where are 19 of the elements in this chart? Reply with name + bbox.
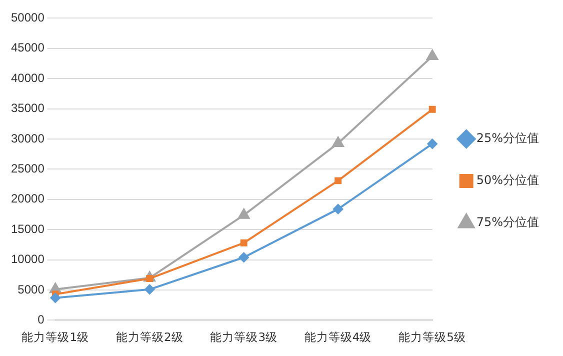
legend-label: 25%分位值: [476, 131, 539, 146]
y-tick-label: 0: [38, 312, 45, 327]
x-tick-label: 能力等级2级: [116, 330, 184, 344]
x-tick-label: 能力等级3级: [210, 330, 278, 344]
y-tick-label: 25000: [10, 162, 45, 176]
y-tick-label: 30000: [10, 131, 45, 146]
x-tick-label: 能力等级1级: [22, 330, 90, 344]
y-tick-label: 45000: [10, 40, 45, 55]
y-tick-label: 35000: [10, 101, 45, 116]
legend-label: 50%分位值: [476, 173, 539, 188]
legend-label: 75%分位值: [476, 215, 539, 230]
y-tick-label: 20000: [10, 192, 45, 206]
y-tick-label: 5000: [18, 282, 45, 296]
x-tick-label: 能力等级4级: [304, 330, 372, 344]
y-tick-label: 40000: [10, 70, 45, 85]
y-tick-label: 50000: [10, 10, 45, 25]
x-tick-label: 能力等级5级: [398, 330, 466, 344]
y-tick-label: 15000: [10, 222, 45, 236]
y-tick-label: 10000: [10, 252, 45, 266]
